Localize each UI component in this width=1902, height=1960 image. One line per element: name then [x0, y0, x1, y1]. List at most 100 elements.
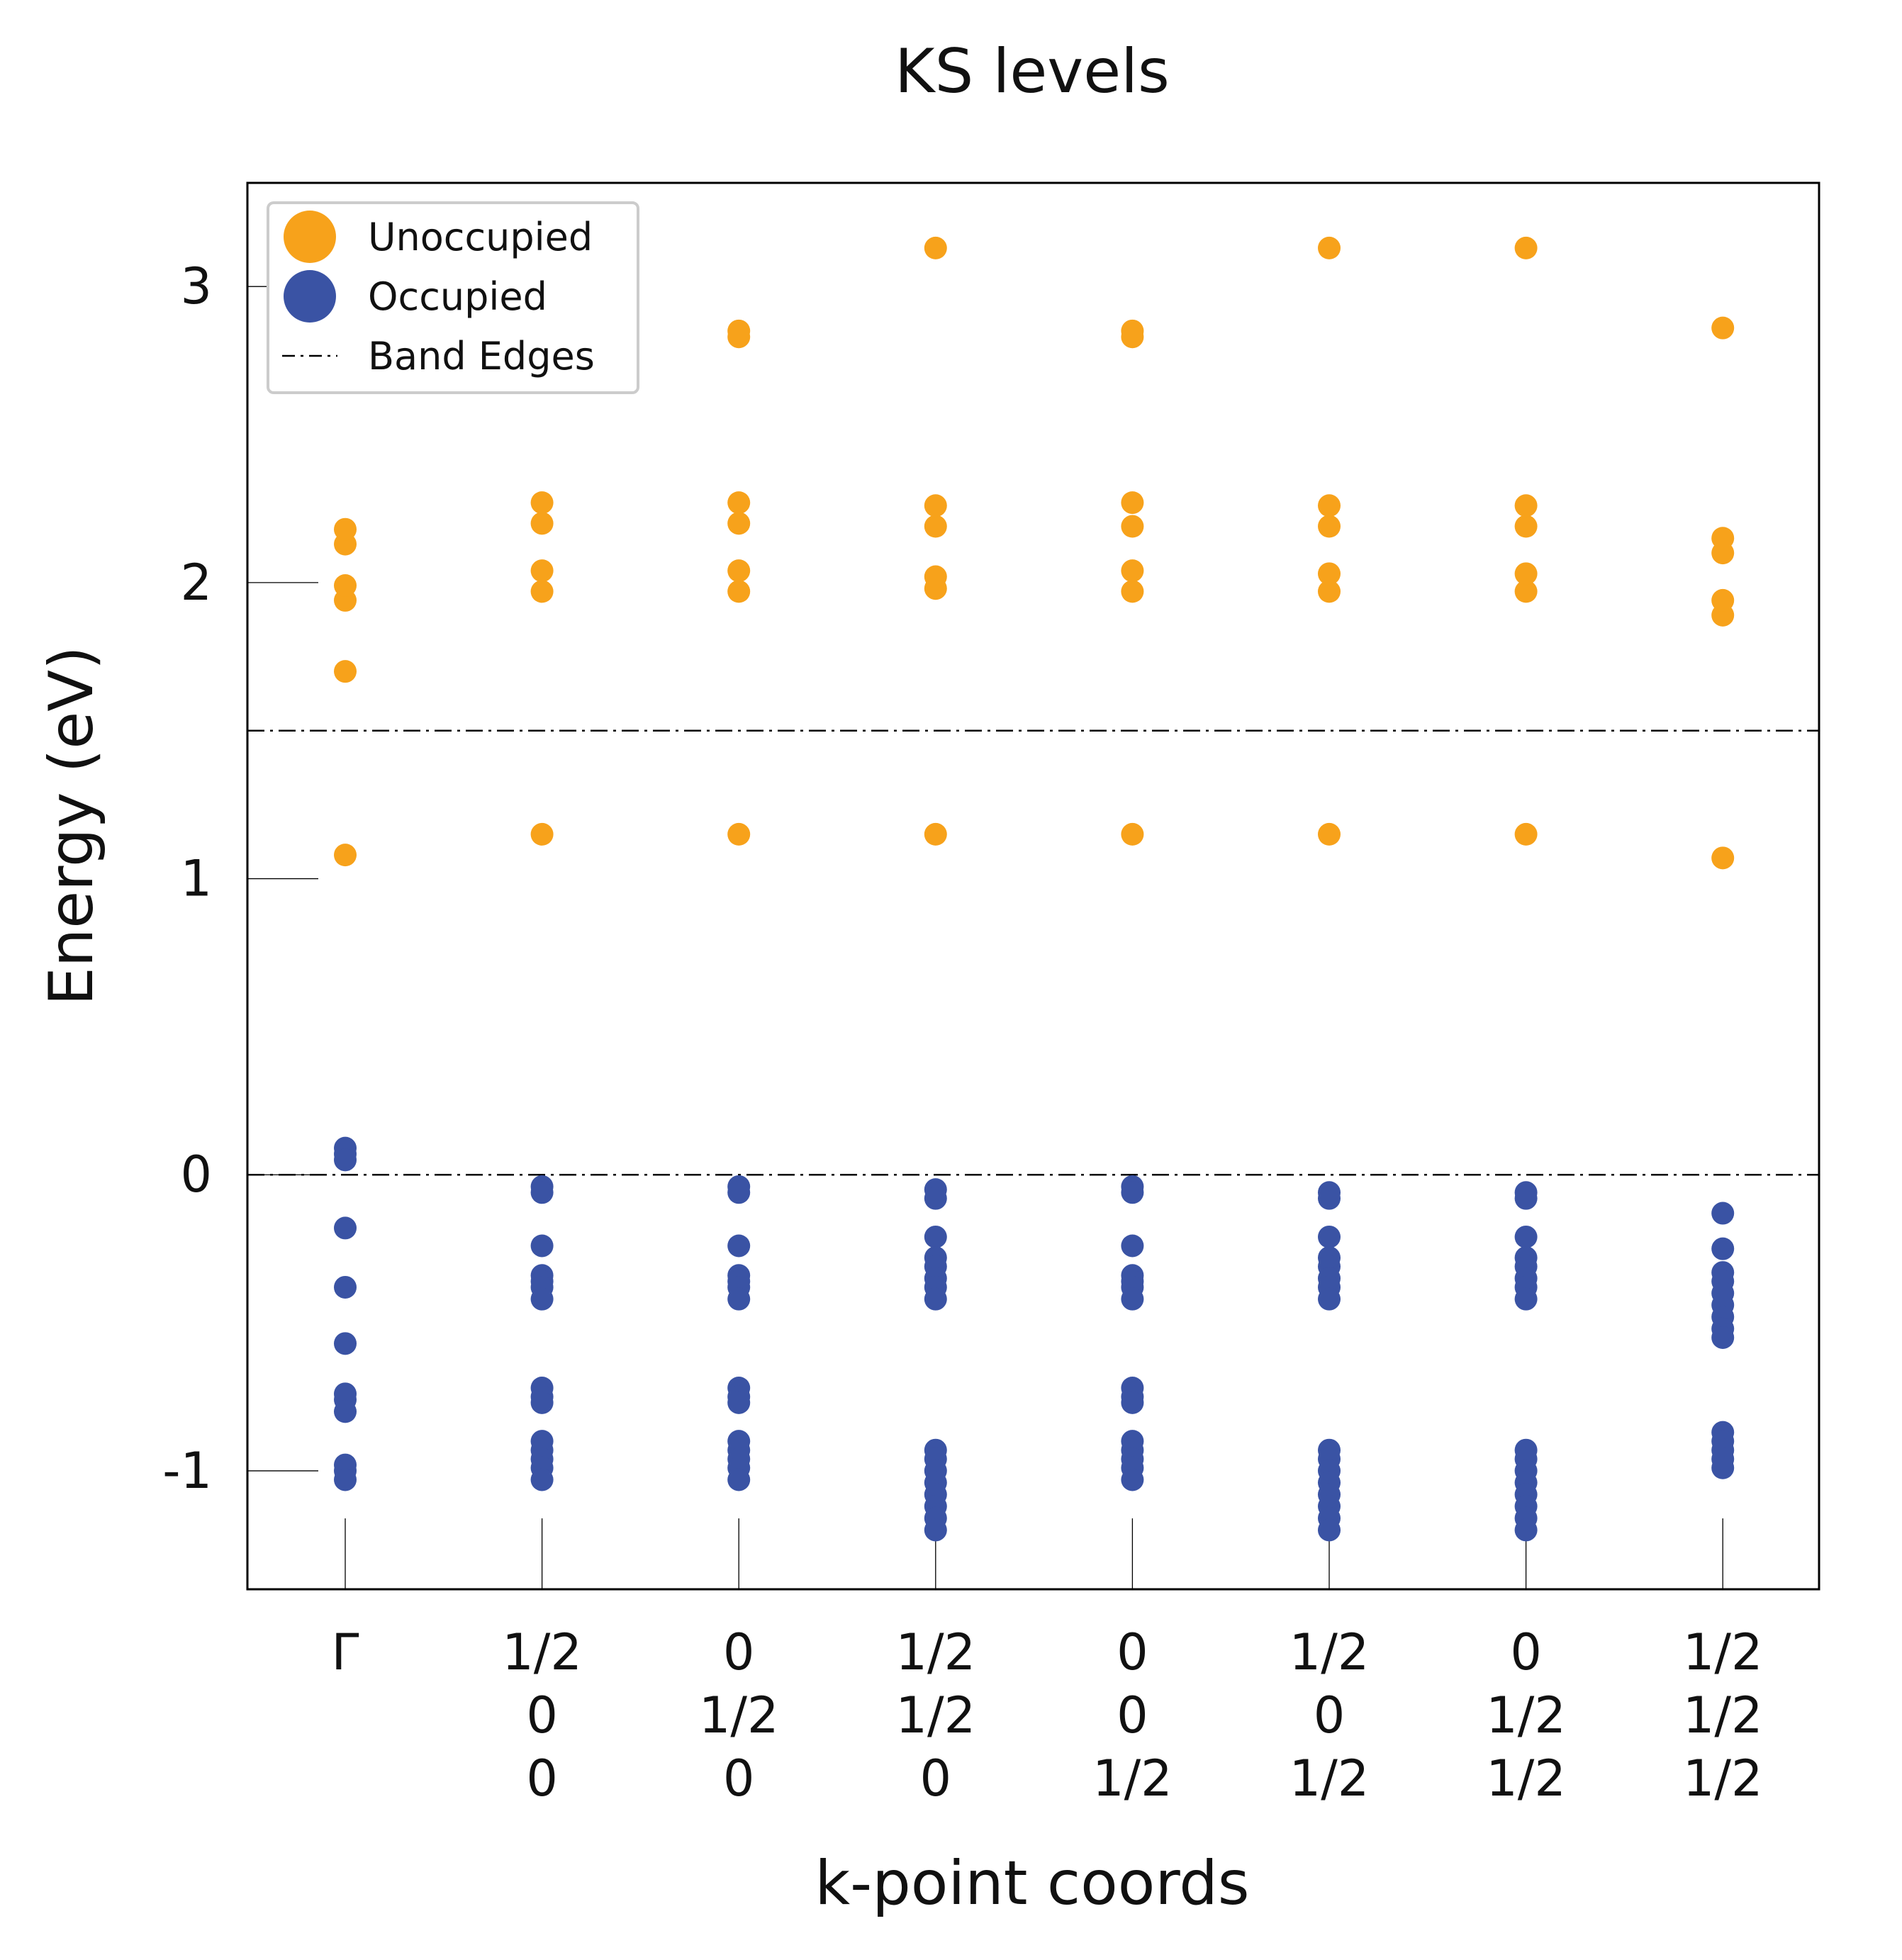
occupied-point-k6-15: [1514, 1518, 1538, 1542]
unoccupied-point-k5-5: [1318, 236, 1341, 259]
occupied-point-k2-14: [727, 1468, 751, 1491]
occupied-point-k3-7: [924, 1287, 947, 1311]
unoccupied-point-k5-4: [1318, 494, 1341, 517]
occupied-point-k2-9: [727, 1391, 751, 1414]
occupied-point-k7-0: [1711, 1202, 1735, 1225]
unoccupied-point-k1-2: [530, 559, 554, 583]
legend: Unoccupied Occupied Band Edges: [267, 201, 639, 394]
unoccupied-point-k1-3: [530, 512, 554, 535]
x-tick-label-7-2: 1/2: [1683, 1749, 1763, 1808]
legend-label-unoccupied: Unoccupied: [368, 215, 593, 259]
occupied-point-k0-8: [334, 1400, 357, 1423]
x-tick-label-2-0: 0: [723, 1623, 755, 1681]
occupied-point-k3-2: [924, 1225, 947, 1248]
x-tick-label-6-1: 1/2: [1486, 1686, 1566, 1745]
occupied-point-k1-9: [530, 1391, 554, 1414]
x-tick-label-3-0: 1/2: [895, 1623, 975, 1681]
unoccupied-point-k7-2: [1711, 588, 1735, 612]
unoccupied-point-k5-0: [1318, 822, 1341, 846]
y-tick-label-2: 1: [180, 850, 212, 908]
unoccupied-point-k3-0: [924, 822, 947, 846]
x-tick-label-5-2: 1/2: [1290, 1749, 1370, 1808]
x-tick-label-5-1: 0: [1314, 1686, 1346, 1745]
unoccupied-point-k1-0: [530, 822, 554, 846]
occupied-point-k4-1: [1121, 1181, 1144, 1204]
unoccupied-point-k6-0: [1514, 822, 1538, 846]
unoccupied-point-k7-4: [1711, 527, 1735, 550]
unoccupied-point-k7-0: [1711, 846, 1735, 870]
occupied-point-k0-11: [334, 1468, 357, 1491]
x-tick-label-4-2: 1/2: [1092, 1749, 1173, 1808]
legend-box: [267, 201, 639, 394]
legend-occupied-marker: [284, 270, 336, 323]
y-tick-label-1: 2: [180, 554, 212, 612]
x-tick-label-5-0: 1/2: [1290, 1623, 1370, 1681]
unoccupied-point-k6-2: [1514, 562, 1538, 586]
occupied-point-k1-14: [530, 1468, 554, 1491]
x-tick-label-4-0: 0: [1117, 1623, 1148, 1681]
occupied-point-k3-15: [924, 1518, 947, 1542]
x-tick-label-1-1: 0: [526, 1686, 558, 1745]
y-tick-label-4: -1: [162, 1442, 212, 1500]
unoccupied-point-k4-1: [1121, 580, 1144, 603]
unoccupied-point-k6-4: [1514, 494, 1538, 517]
legend-label-occupied: Occupied: [368, 274, 547, 319]
occupied-point-k4-6: [1121, 1287, 1144, 1311]
x-tick-label-7-1: 1/2: [1683, 1686, 1763, 1745]
occupied-point-k1-1: [530, 1181, 554, 1204]
unoccupied-point-k2-4: [727, 491, 751, 515]
unoccupied-point-k3-3: [924, 515, 947, 538]
unoccupied-point-k2-1: [727, 580, 751, 603]
unoccupied-point-k4-0: [1121, 822, 1144, 846]
occupied-point-k5-7: [1318, 1287, 1341, 1311]
unoccupied-point-k0-1: [334, 660, 357, 683]
occupied-point-k0-4: [334, 1275, 357, 1299]
chart-title: KS levels: [895, 36, 1170, 107]
x-tick-label-6-0: 0: [1510, 1623, 1542, 1681]
y-tick-label-0: 3: [180, 257, 212, 315]
unoccupied-point-k2-6: [727, 319, 751, 342]
occupied-point-k7-8: [1711, 1326, 1735, 1349]
y-tick-label-3: 0: [180, 1146, 212, 1204]
y-axis-label: Energy (eV): [36, 646, 107, 1005]
unoccupied-point-k4-4: [1121, 491, 1144, 515]
x-axis-label: k-point coords: [815, 1848, 1249, 1919]
unoccupied-point-k2-3: [727, 512, 751, 535]
occupied-point-k0-5: [334, 1332, 357, 1355]
unoccupied-point-k5-3: [1318, 515, 1341, 538]
x-tick-label-7-0: 1/2: [1683, 1623, 1763, 1681]
x-tick-label-0-0: Γ: [332, 1623, 359, 1681]
unoccupied-point-k0-0: [334, 844, 357, 867]
occupied-point-k5-1: [1318, 1187, 1341, 1210]
legend-label-band-edges: Band Edges: [368, 334, 595, 379]
unoccupied-point-k6-3: [1514, 515, 1538, 538]
occupied-point-k0-3: [334, 1216, 357, 1240]
occupied-point-k2-2: [727, 1234, 751, 1258]
unoccupied-point-k7-5: [1711, 316, 1735, 340]
unoccupied-point-k4-3: [1121, 515, 1144, 538]
occupied-point-k4-14: [1121, 1468, 1144, 1491]
occupied-point-k6-2: [1514, 1225, 1538, 1248]
occupied-point-k7-1: [1711, 1237, 1735, 1260]
occupied-point-k1-2: [530, 1234, 554, 1258]
occupied-point-k4-2: [1121, 1234, 1144, 1258]
unoccupied-point-k3-4: [924, 494, 947, 517]
x-tick-label-1-2: 0: [526, 1749, 558, 1808]
occupied-point-k1-6: [530, 1287, 554, 1311]
plot-frame: [246, 181, 1820, 1591]
occupied-point-k4-9: [1121, 1391, 1144, 1414]
unoccupied-point-k1-4: [530, 491, 554, 515]
x-tick-label-2-1: 1/2: [699, 1686, 779, 1745]
occupied-point-k3-1: [924, 1187, 947, 1210]
occupied-point-k7-13: [1711, 1456, 1735, 1479]
occupied-point-k5-2: [1318, 1225, 1341, 1248]
unoccupied-point-k0-5: [334, 517, 357, 541]
x-tick-label-4-1: 0: [1117, 1686, 1148, 1745]
x-tick-label-1-0: 1/2: [502, 1623, 582, 1681]
occupied-point-k6-1: [1514, 1187, 1538, 1210]
unoccupied-point-k6-5: [1514, 236, 1538, 259]
unoccupied-point-k0-3: [334, 574, 357, 598]
